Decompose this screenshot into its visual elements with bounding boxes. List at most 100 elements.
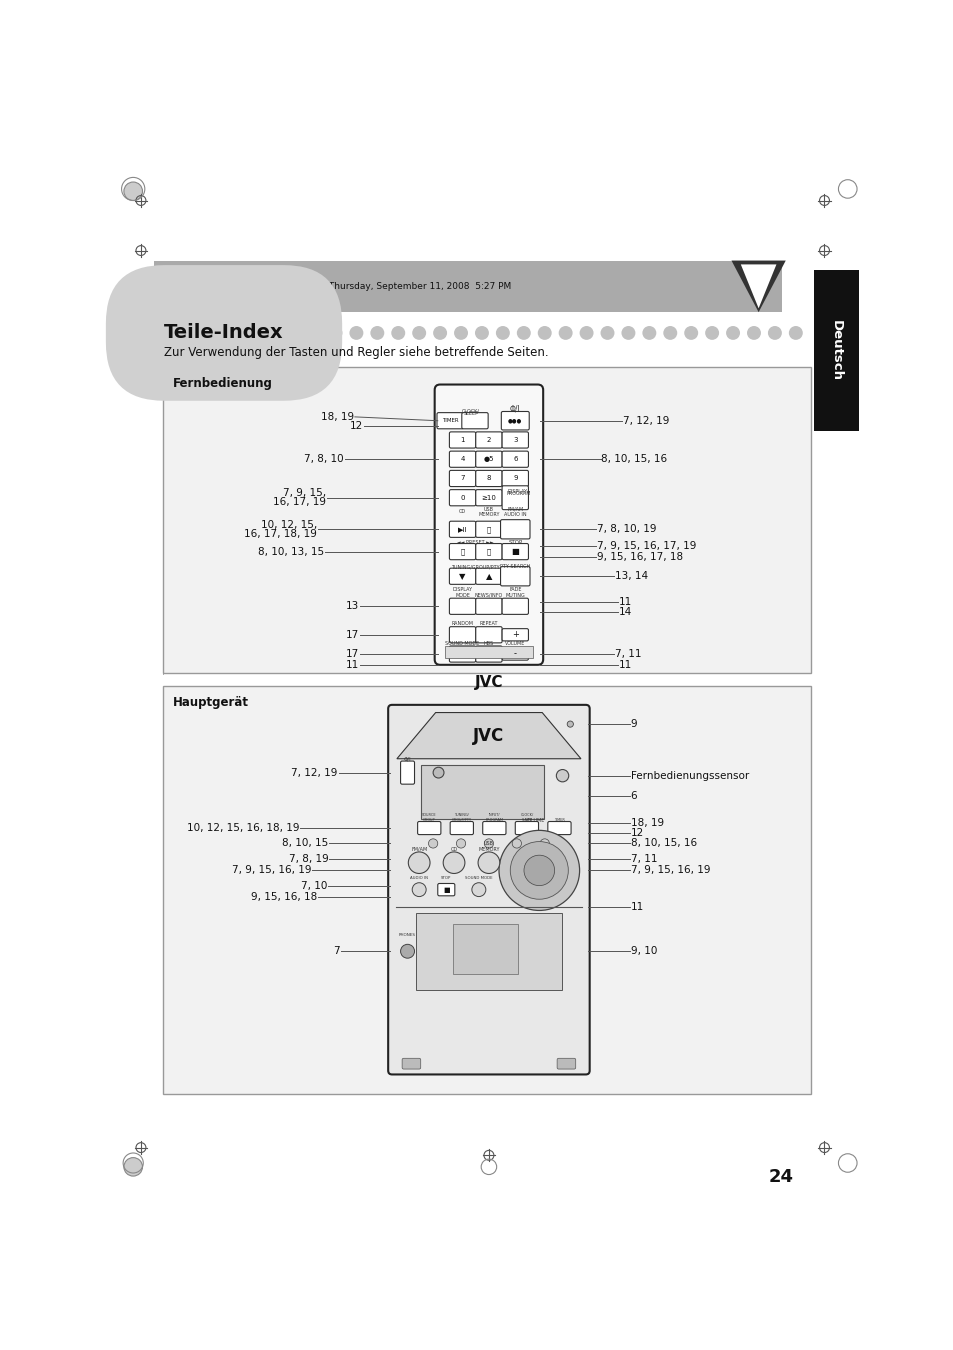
FancyBboxPatch shape — [476, 568, 501, 585]
FancyBboxPatch shape — [547, 822, 571, 834]
Text: ≥10: ≥10 — [481, 494, 496, 501]
Circle shape — [391, 325, 405, 340]
Text: ▼: ▼ — [458, 572, 465, 580]
FancyBboxPatch shape — [476, 451, 501, 467]
Polygon shape — [731, 261, 785, 312]
Text: INPUT/
PROGRAM: INPUT/ PROGRAM — [485, 813, 503, 822]
Circle shape — [412, 325, 426, 340]
Text: ◄◄ PRESET ►►: ◄◄ PRESET ►► — [456, 540, 494, 544]
Circle shape — [579, 325, 593, 340]
Text: 6: 6 — [630, 791, 637, 801]
Circle shape — [537, 325, 551, 340]
Text: 13, 14: 13, 14 — [615, 571, 648, 582]
Text: USB
MEMORY: USB MEMORY — [477, 841, 499, 852]
Text: JVC: JVC — [475, 675, 502, 690]
FancyBboxPatch shape — [449, 626, 476, 643]
Circle shape — [704, 325, 719, 340]
Text: PHONES: PHONES — [398, 933, 416, 937]
Circle shape — [788, 325, 802, 340]
Text: SOUND MODE: SOUND MODE — [464, 876, 492, 880]
Text: ⏮: ⏮ — [460, 548, 464, 555]
FancyBboxPatch shape — [449, 521, 476, 537]
Text: JVC: JVC — [473, 726, 504, 745]
Text: VOLUME: VOLUME — [525, 818, 545, 822]
Text: 18, 19: 18, 19 — [630, 818, 663, 829]
Text: 0: 0 — [460, 494, 464, 501]
Text: 11: 11 — [618, 598, 632, 608]
Text: +: + — [512, 630, 518, 640]
Text: FM/AM
AUDIO IN: FM/AM AUDIO IN — [503, 506, 526, 517]
Bar — [421, 765, 543, 819]
FancyBboxPatch shape — [501, 544, 528, 560]
Text: Fernbedienung: Fernbedienung — [172, 377, 273, 390]
FancyBboxPatch shape — [476, 626, 501, 643]
Text: 7: 7 — [460, 475, 464, 482]
Circle shape — [412, 883, 426, 896]
Circle shape — [567, 721, 573, 728]
Bar — [163, 686, 810, 1094]
Text: ⏭: ⏭ — [486, 526, 491, 533]
FancyBboxPatch shape — [501, 598, 528, 614]
Text: 8, 10, 13, 15: 8, 10, 13, 15 — [257, 547, 323, 556]
Text: TIMER: TIMER — [441, 418, 458, 423]
Text: FM/AM: FM/AM — [411, 846, 427, 852]
Circle shape — [523, 855, 554, 886]
Text: TUNING/GROUP/PTY: TUNING/GROUP/PTY — [451, 564, 499, 570]
Polygon shape — [396, 713, 580, 759]
Text: 10, 12, 15, 16, 18, 19: 10, 12, 15, 16, 18, 19 — [187, 824, 298, 833]
FancyBboxPatch shape — [476, 645, 501, 662]
FancyBboxPatch shape — [449, 544, 476, 560]
Bar — [416, 913, 561, 990]
Text: -: - — [514, 649, 517, 659]
Text: 7, 12, 19: 7, 12, 19 — [622, 416, 669, 425]
Circle shape — [286, 325, 300, 340]
Text: ▲: ▲ — [485, 572, 492, 580]
Bar — [154, 261, 781, 312]
FancyBboxPatch shape — [501, 470, 528, 486]
Text: Hauptgerät: Hauptgerät — [172, 697, 249, 709]
Text: TIMER: TIMER — [554, 818, 564, 822]
FancyBboxPatch shape — [461, 413, 488, 429]
Text: Deutsch: Deutsch — [829, 320, 842, 381]
Text: 9: 9 — [513, 475, 517, 482]
FancyBboxPatch shape — [449, 568, 476, 585]
FancyBboxPatch shape — [476, 470, 501, 486]
Text: VOLUME: VOLUME — [504, 640, 525, 645]
FancyBboxPatch shape — [400, 761, 415, 784]
Text: ■: ■ — [442, 887, 449, 892]
FancyBboxPatch shape — [449, 470, 476, 486]
Text: 7, 8, 19: 7, 8, 19 — [289, 853, 328, 864]
Text: ⏭: ⏭ — [486, 548, 491, 555]
Text: Φ/I: Φ/I — [509, 404, 520, 413]
Text: 7, 11: 7, 11 — [630, 853, 657, 864]
Circle shape — [328, 325, 342, 340]
Text: PTY SEARCH: PTY SEARCH — [499, 564, 530, 570]
Circle shape — [266, 325, 279, 340]
Text: DISPLAY/: DISPLAY/ — [507, 489, 529, 493]
Circle shape — [433, 325, 447, 340]
Text: STOP: STOP — [440, 876, 451, 880]
Text: 11: 11 — [346, 660, 359, 670]
Text: UX-G200[E].book  Page 24  Thursday, September 11, 2008  5:27 PM: UX-G200[E].book Page 24 Thursday, Septem… — [204, 282, 511, 290]
Text: CD: CD — [458, 509, 466, 514]
FancyBboxPatch shape — [501, 629, 528, 641]
FancyBboxPatch shape — [450, 822, 473, 834]
FancyBboxPatch shape — [449, 432, 476, 448]
Text: TUNING/
GROUP/PTY: TUNING/ GROUP/PTY — [452, 813, 472, 822]
Text: Φ/I: Φ/I — [403, 757, 411, 761]
Circle shape — [620, 325, 635, 340]
FancyBboxPatch shape — [449, 645, 476, 662]
Text: 8, 10, 15: 8, 10, 15 — [282, 838, 328, 848]
Circle shape — [408, 852, 430, 873]
Circle shape — [307, 325, 321, 340]
Circle shape — [475, 325, 488, 340]
Circle shape — [433, 767, 443, 778]
Text: ●●●: ●●● — [508, 418, 522, 423]
Text: HBS: HBS — [483, 640, 494, 645]
FancyBboxPatch shape — [449, 598, 476, 614]
Text: USB
MEMORY: USB MEMORY — [477, 506, 499, 517]
Text: 17: 17 — [346, 649, 359, 659]
FancyBboxPatch shape — [402, 1058, 420, 1069]
Text: Teile-Index: Teile-Index — [164, 324, 284, 343]
Text: FADE
MUTING: FADE MUTING — [505, 587, 524, 598]
